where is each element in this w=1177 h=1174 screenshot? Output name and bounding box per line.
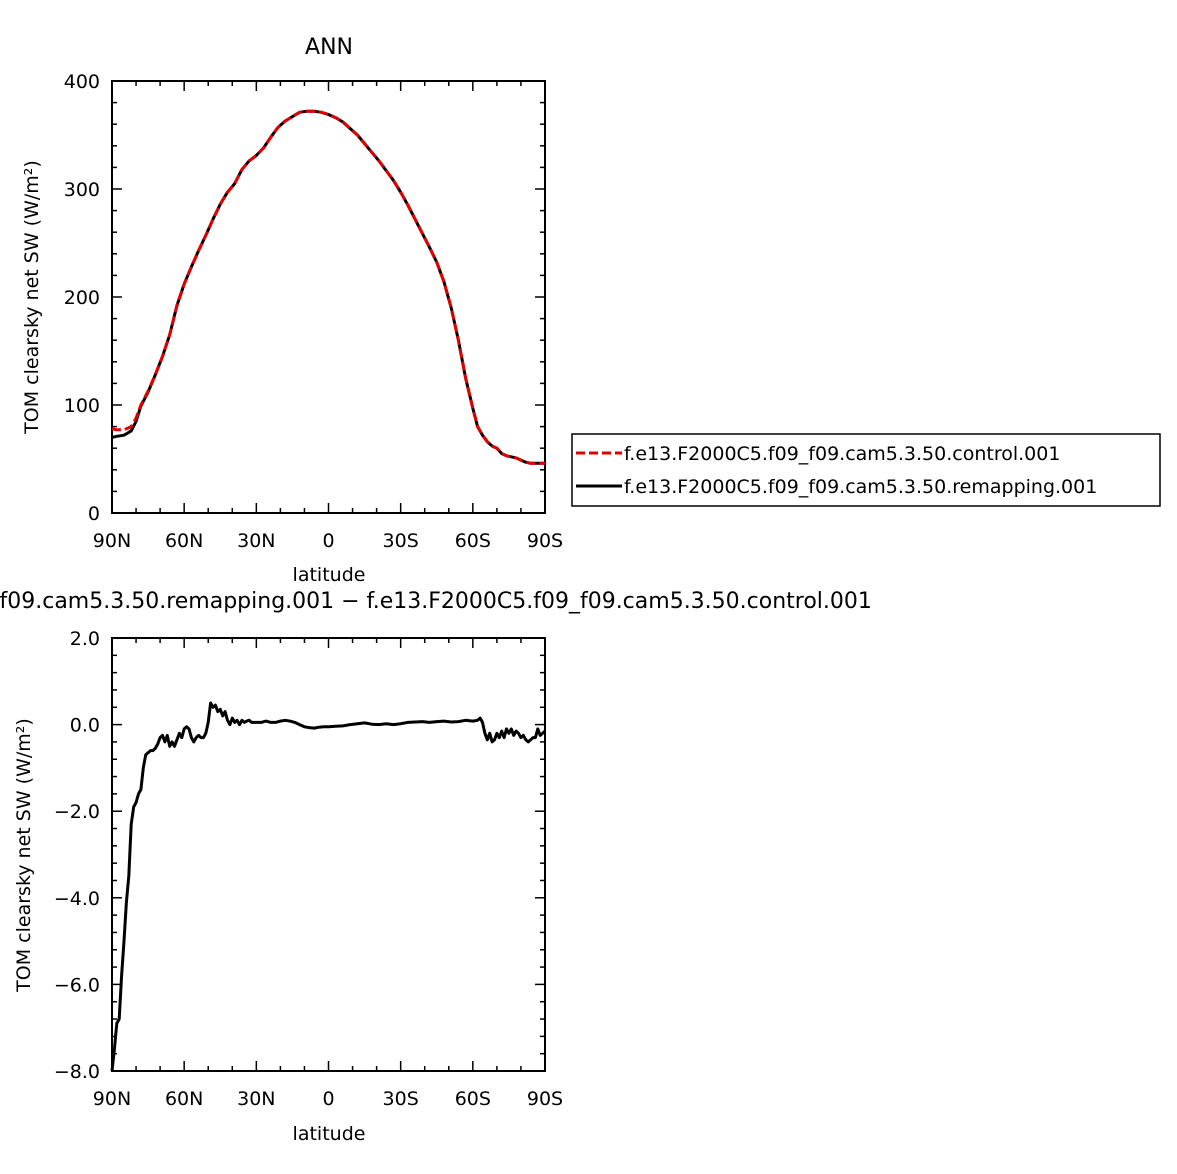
bottom-y-axis-label: TOM clearsky net SW (W/m²) (13, 718, 35, 993)
bottom-ticks (111, 637, 546, 1072)
bottom-x-tick-label: 0 (322, 1088, 334, 1110)
legend-label-control: f.e13.F2000C5.f09_f09.cam5.3.50.control.… (624, 443, 1060, 465)
top-y-tick-label: 100 (64, 395, 100, 417)
top-x-tick-label: 0 (322, 530, 334, 552)
top-x-tick-label: 30N (237, 530, 275, 552)
bottom-x-tick-labels: 90N 60N 30N 0 30S 60S 90S (93, 1088, 563, 1110)
bottom-x-tick-label: 60S (455, 1088, 491, 1110)
bottom-series-line-0 (110, 701, 547, 1072)
bottom-x-tick-label: 60N (165, 1088, 203, 1110)
top-x-tick-label: 90N (93, 530, 131, 552)
top-y-tick-labels: 0 100 200 300 400 (64, 71, 100, 525)
top-series-line-1 (111, 109, 545, 465)
top-panel: ANN 90N 60N 30N 0 30S 60S 90S 0 100 200 300 400 la… (21, 35, 563, 586)
top-x-tick-label: 30S (383, 530, 419, 552)
top-x-tick-label: 90S (527, 530, 563, 552)
legend-box (571, 433, 1161, 507)
legend: f.e13.F2000C5.f09_f09.cam5.3.50.control.… (571, 433, 1161, 507)
top-ticks (111, 80, 546, 514)
legend-label-remapping: f.e13.F2000C5.f09_f09.cam5.3.50.remappin… (624, 476, 1097, 498)
bottom-title: f.e13.F2000C5.f09_f09.cam5.3.50.remappin… (0, 589, 872, 614)
bottom-x-tick-label: 30N (237, 1088, 275, 1110)
bottom-y-tick-label: 2.0 (70, 628, 100, 650)
bottom-y-tick-label: −6.0 (54, 974, 100, 996)
bottom-x-tick-label: 90N (93, 1088, 131, 1110)
top-series-lines (111, 109, 545, 465)
bottom-plot-frame (111, 637, 546, 1072)
bottom-y-tick-label: −4.0 (54, 888, 100, 910)
top-series-line-0 (111, 109, 545, 465)
bottom-series-lines (110, 701, 547, 1072)
top-y-tick-label: 0 (88, 503, 100, 525)
top-y-tick-label: 400 (64, 71, 100, 93)
top-title: ANN (305, 35, 353, 60)
bottom-x-tick-label: 90S (527, 1088, 563, 1110)
top-y-tick-label: 300 (64, 179, 100, 201)
top-y-tick-label: 200 (64, 287, 100, 309)
bottom-y-tick-label: 0.0 (70, 715, 100, 737)
top-x-tick-label: 60N (165, 530, 203, 552)
top-x-axis-label: latitude (293, 564, 366, 586)
bottom-y-tick-label: −2.0 (54, 801, 100, 823)
bottom-panel: f.e13.F2000C5.f09_f09.cam5.3.50.remappin… (0, 589, 872, 1145)
top-x-tick-label: 60S (455, 530, 491, 552)
top-y-axis-label: TOM clearsky net SW (W/m²) (21, 160, 43, 435)
top-plot-frame (111, 80, 546, 514)
bottom-x-tick-label: 30S (383, 1088, 419, 1110)
bottom-y-tick-label: −8.0 (54, 1061, 100, 1083)
bottom-x-axis-label: latitude (293, 1123, 366, 1145)
bottom-y-tick-labels: −8.0 −6.0 −4.0 −2.0 0.0 2.0 (54, 628, 100, 1083)
top-x-tick-labels: 90N 60N 30N 0 30S 60S 90S (93, 530, 563, 552)
